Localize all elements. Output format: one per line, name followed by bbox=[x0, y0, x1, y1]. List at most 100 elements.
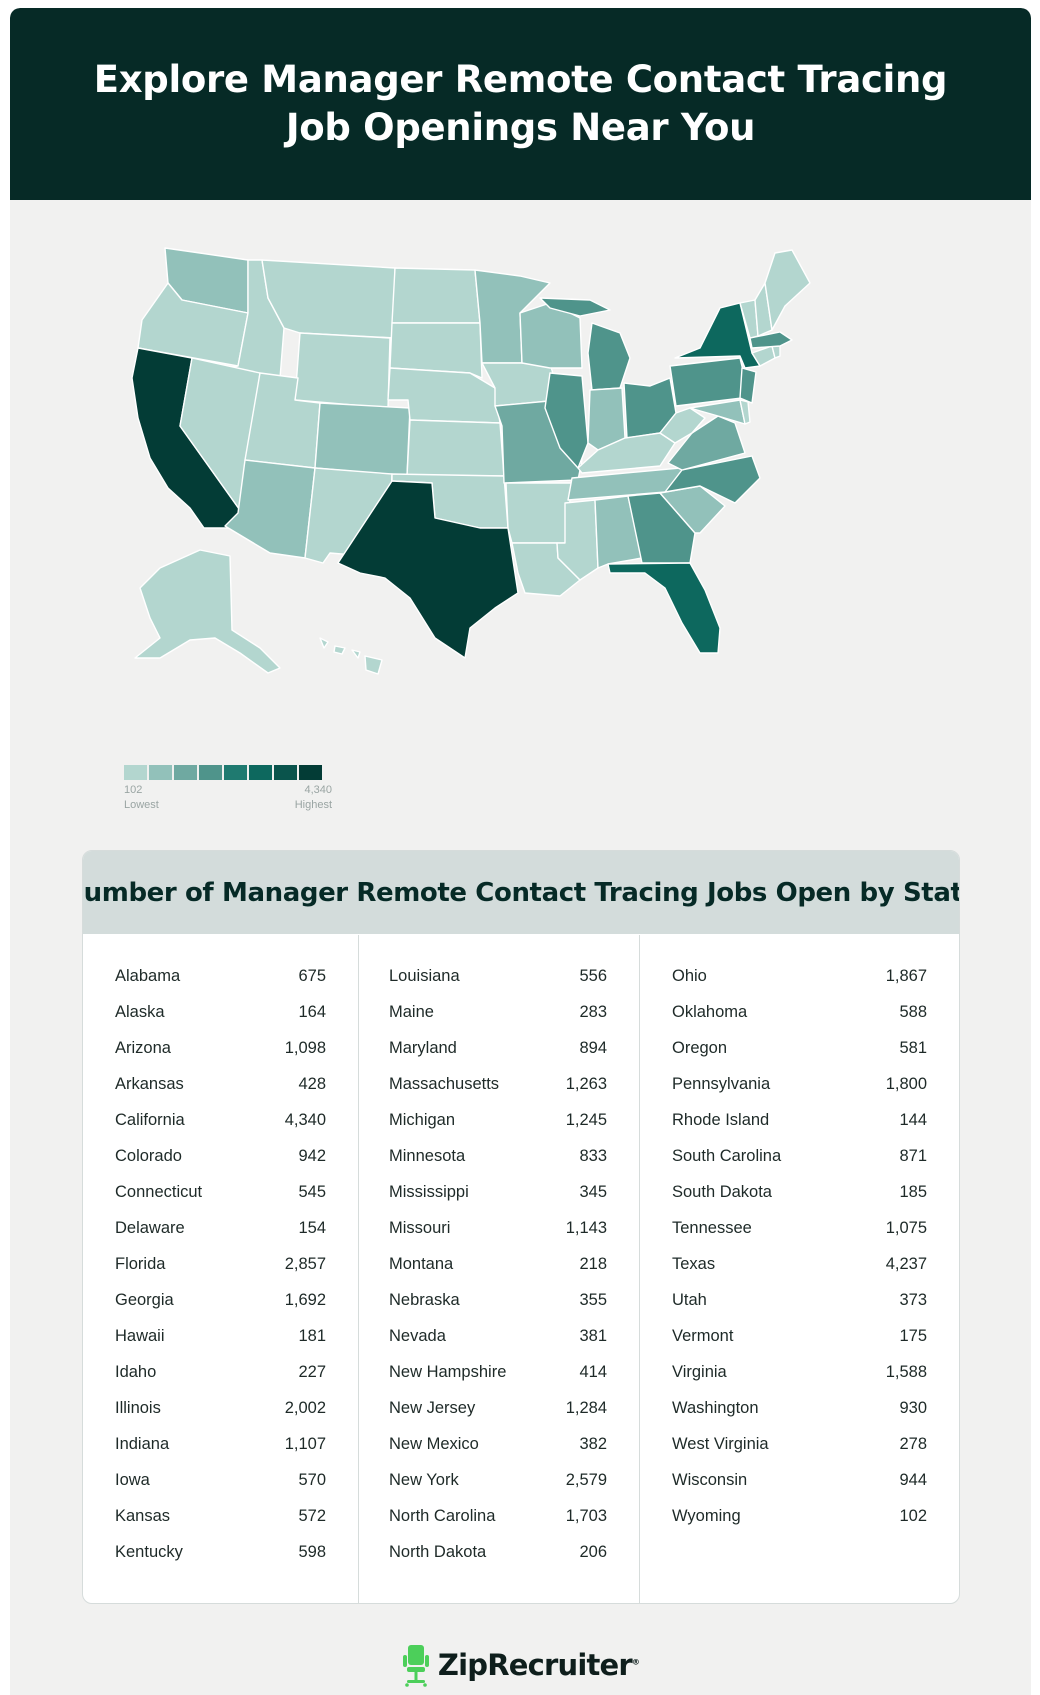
table-row: Massachusetts 1,263 bbox=[389, 1066, 607, 1102]
state-name: Kansas bbox=[115, 1506, 171, 1525]
job-count: 572 bbox=[298, 1506, 326, 1525]
table-row: Oklahoma 588 bbox=[672, 994, 927, 1030]
jobs-table: Number of Manager Remote Contact Tracing… bbox=[82, 850, 960, 1604]
state-north-carolina bbox=[664, 455, 761, 504]
table-columns: Alabama 675 Alaska 164 Arizona 1,098 Arkansas 4… bbox=[83, 935, 959, 1603]
ziprecruiter-logo: ZipRecruiter® bbox=[10, 1640, 1031, 1690]
job-count: 102 bbox=[899, 1506, 927, 1525]
table-row: Washington 930 bbox=[672, 1390, 927, 1426]
state-new-jersey bbox=[739, 367, 757, 404]
state-name: Florida bbox=[115, 1254, 166, 1273]
job-count: 598 bbox=[298, 1542, 326, 1561]
state-alabama bbox=[594, 495, 643, 569]
table-row: Rhode Island 144 bbox=[672, 1102, 927, 1138]
job-count: 930 bbox=[899, 1398, 927, 1417]
job-count: 283 bbox=[579, 1002, 607, 1021]
table-row: Indiana 1,107 bbox=[115, 1426, 326, 1462]
state-name: Virginia bbox=[672, 1362, 727, 1381]
job-count: 1,263 bbox=[565, 1074, 607, 1093]
state-name: Colorado bbox=[115, 1146, 182, 1165]
job-count: 942 bbox=[298, 1146, 326, 1165]
state-name: Utah bbox=[672, 1290, 707, 1309]
state-name: Massachusetts bbox=[389, 1074, 500, 1093]
table-row: South Carolina 871 bbox=[672, 1138, 927, 1174]
table-row: Arkansas 428 bbox=[115, 1066, 326, 1102]
job-count: 944 bbox=[899, 1470, 927, 1489]
table-row: Oregon 581 bbox=[672, 1030, 927, 1066]
state-name: South Dakota bbox=[672, 1182, 772, 1201]
state-name: Tennessee bbox=[672, 1218, 752, 1237]
legend-swatch bbox=[199, 765, 222, 780]
state-name: Pennsylvania bbox=[672, 1074, 771, 1093]
job-count: 675 bbox=[298, 966, 326, 985]
state-florida bbox=[607, 562, 721, 654]
job-count: 373 bbox=[899, 1290, 927, 1309]
table-row: Wyoming 102 bbox=[672, 1498, 927, 1534]
state-hawaii bbox=[319, 637, 383, 675]
job-count: 833 bbox=[579, 1146, 607, 1165]
legend-swatch bbox=[174, 765, 197, 780]
state-name: Kentucky bbox=[115, 1542, 183, 1561]
job-count: 588 bbox=[899, 1002, 927, 1021]
legend-swatch bbox=[299, 765, 322, 780]
state-west-virginia bbox=[659, 407, 706, 444]
job-count: 545 bbox=[298, 1182, 326, 1201]
table-row: Hawaii 181 bbox=[115, 1318, 326, 1354]
state-name: Oklahoma bbox=[672, 1002, 748, 1021]
map-legend: 102 Lowest 4,340 Highest bbox=[124, 765, 354, 825]
table-row: Connecticut 545 bbox=[115, 1174, 326, 1210]
legend-min-value: 102 bbox=[124, 784, 143, 796]
job-count: 181 bbox=[298, 1326, 326, 1345]
state-alaska bbox=[134, 549, 281, 674]
table-row: West Virginia 278 bbox=[672, 1426, 927, 1462]
job-count: 382 bbox=[579, 1434, 607, 1453]
table-row: Maine 283 bbox=[389, 994, 607, 1030]
state-name: Alabama bbox=[115, 966, 181, 985]
job-count: 218 bbox=[579, 1254, 607, 1273]
state-name: Idaho bbox=[115, 1362, 157, 1381]
table-row: Illinois 2,002 bbox=[115, 1390, 326, 1426]
table-row: Texas 4,237 bbox=[672, 1246, 927, 1282]
table-row: Wisconsin 944 bbox=[672, 1462, 927, 1498]
job-count: 1,143 bbox=[565, 1218, 607, 1237]
job-count: 2,579 bbox=[565, 1470, 607, 1489]
table-row: Utah 373 bbox=[672, 1282, 927, 1318]
state-kansas bbox=[406, 419, 505, 477]
state-name: New Jersey bbox=[389, 1398, 476, 1417]
state-name: Ohio bbox=[672, 966, 707, 985]
job-count: 414 bbox=[579, 1362, 607, 1381]
state-arkansas bbox=[505, 482, 573, 544]
state-name: Mississippi bbox=[389, 1182, 469, 1201]
job-count: 581 bbox=[899, 1038, 927, 1057]
table-row: Louisiana 556 bbox=[389, 958, 607, 994]
state-name: Nevada bbox=[389, 1326, 446, 1345]
state-name: Arizona bbox=[115, 1038, 171, 1057]
state-name: New Mexico bbox=[389, 1434, 479, 1453]
state-name: Michigan bbox=[389, 1110, 456, 1129]
table-row: North Carolina 1,703 bbox=[389, 1498, 607, 1534]
job-count: 2,002 bbox=[284, 1398, 326, 1417]
table-row: New Jersey 1,284 bbox=[389, 1390, 607, 1426]
state-name: New York bbox=[389, 1470, 459, 1489]
table-row: Arizona 1,098 bbox=[115, 1030, 326, 1066]
state-name: South Carolina bbox=[672, 1146, 782, 1165]
state-texas bbox=[337, 480, 519, 659]
job-count: 278 bbox=[899, 1434, 927, 1453]
state-name: Texas bbox=[672, 1254, 716, 1273]
state-name: Connecticut bbox=[115, 1182, 203, 1201]
header-banner: Explore Manager Remote Contact Tracing J… bbox=[10, 8, 1031, 200]
table-row: Delaware 154 bbox=[115, 1210, 326, 1246]
state-name: Iowa bbox=[115, 1470, 150, 1489]
us-map bbox=[120, 228, 900, 728]
job-count: 164 bbox=[298, 1002, 326, 1021]
job-count: 2,857 bbox=[284, 1254, 326, 1273]
job-count: 894 bbox=[579, 1038, 607, 1057]
job-count: 4,340 bbox=[284, 1110, 326, 1129]
chair-icon bbox=[402, 1645, 429, 1687]
table-row: North Dakota 206 bbox=[389, 1534, 607, 1570]
table-column-3: Ohio 1,867 Oklahoma 588 Oregon 581 Pennsylvani… bbox=[639, 935, 959, 1603]
job-count: 1,692 bbox=[284, 1290, 326, 1309]
state-massachusetts bbox=[749, 331, 793, 349]
table-column-1: Alabama 675 Alaska 164 Arizona 1,098 Arkansas 4… bbox=[83, 935, 358, 1603]
state-name: Minnesota bbox=[389, 1146, 466, 1165]
